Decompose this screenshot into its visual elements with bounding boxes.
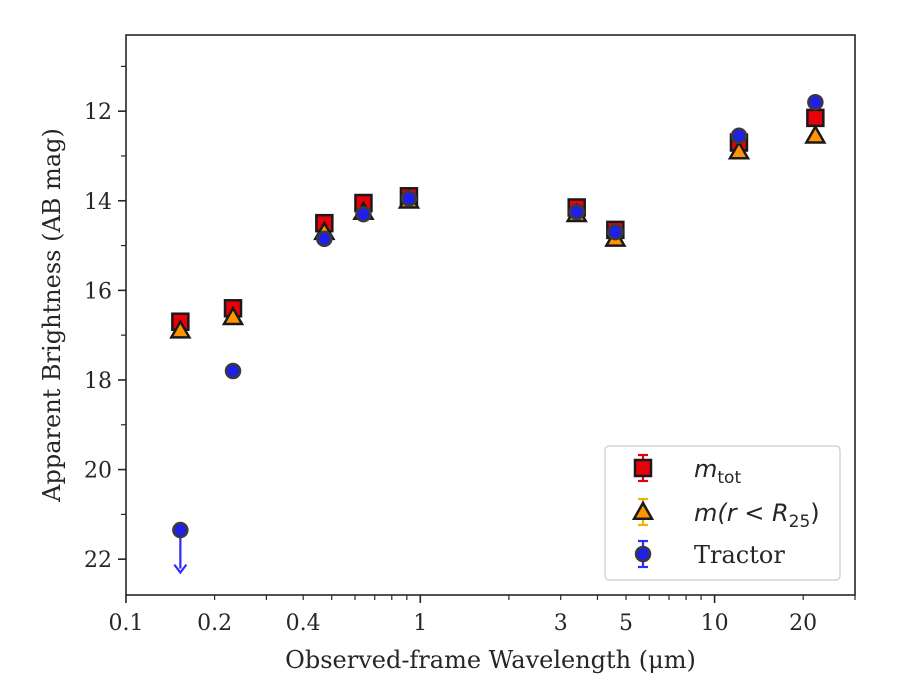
y-tick-label: 16 bbox=[84, 279, 112, 304]
x-tick-label: 0.4 bbox=[286, 611, 321, 636]
x-axis-label: Observed-frame Wavelength (μm) bbox=[285, 646, 696, 674]
data-point-circle bbox=[316, 230, 333, 248]
y-axis-label: Apparent Brightness (AB mag) bbox=[38, 128, 66, 503]
y-tick-label: 18 bbox=[84, 369, 112, 394]
x-tick-label: 0.1 bbox=[109, 611, 144, 636]
y-tick-label: 20 bbox=[84, 459, 112, 484]
data-point-triangle bbox=[221, 305, 245, 326]
data-point-circle bbox=[807, 93, 824, 111]
data-point-circle bbox=[172, 521, 189, 539]
data-marks bbox=[169, 93, 827, 575]
legend-marker-circle bbox=[634, 545, 652, 563]
data-point-square bbox=[806, 108, 825, 128]
data-point-triangle bbox=[169, 319, 192, 339]
legend-label: Tractor bbox=[694, 541, 785, 569]
series-circle bbox=[172, 93, 824, 575]
y-tick-label: 22 bbox=[84, 548, 112, 573]
legend-marker-square bbox=[633, 458, 653, 478]
legend-box bbox=[604, 445, 841, 581]
y-tick-label: 12 bbox=[84, 100, 112, 125]
x-axis-ticks: 0.1 0.2 0.4 1 3 5 10 20 bbox=[109, 595, 856, 636]
plot-frame bbox=[125, 34, 856, 596]
y-axis-ticks: 12 14 16 18 20 22 bbox=[84, 65, 126, 573]
data-point-circle bbox=[224, 362, 242, 380]
x-tick-label: 5 bbox=[619, 611, 633, 636]
legend-label: mtot bbox=[694, 455, 741, 488]
data-point-circle bbox=[730, 127, 748, 145]
data-point-circle bbox=[568, 203, 585, 221]
data-point-triangle bbox=[804, 124, 827, 144]
x-tick-label: 0.2 bbox=[197, 611, 232, 636]
legend-marker-triangle bbox=[631, 500, 655, 520]
data-point-circle bbox=[607, 223, 624, 241]
upper-limit-arrow-head bbox=[173, 563, 188, 575]
x-tick-label: 10 bbox=[701, 611, 729, 636]
y-tick-label: 14 bbox=[84, 190, 112, 215]
legend-label: m(r < R25) bbox=[694, 499, 820, 532]
data-point-triangle bbox=[727, 139, 751, 160]
x-tick-label: 20 bbox=[789, 611, 817, 636]
legend: mtot m(r < R25) Tractor bbox=[604, 445, 841, 581]
x-tick-label: 1 bbox=[413, 611, 427, 636]
data-point-circle bbox=[400, 190, 418, 207]
data-point-circle bbox=[355, 205, 372, 223]
x-tick-label: 3 bbox=[554, 611, 568, 636]
